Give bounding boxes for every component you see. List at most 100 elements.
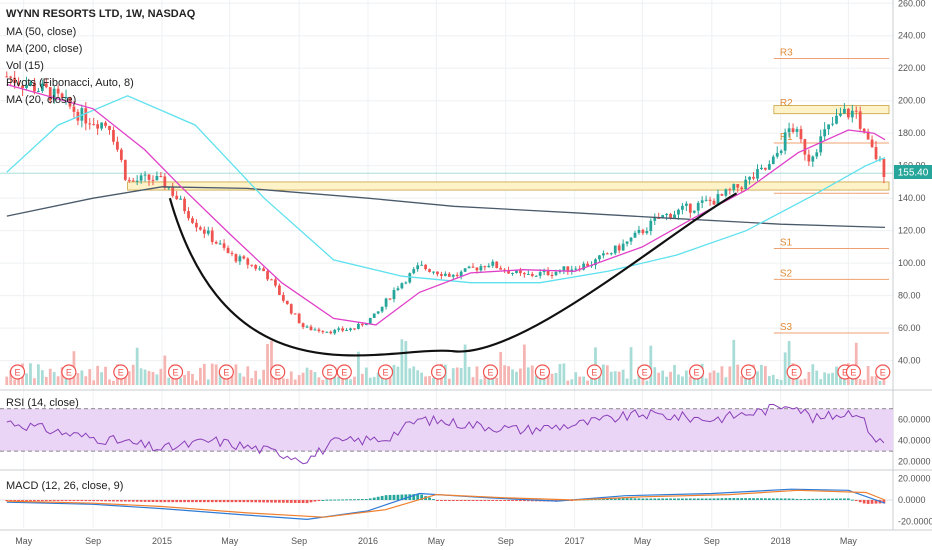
- candle-body: [831, 123, 834, 125]
- ma20-line: [6, 83, 886, 326]
- volume-bar: [52, 372, 56, 385]
- candle-body: [598, 255, 601, 260]
- macd-histogram-bar: [684, 498, 688, 500]
- volume-bar: [811, 364, 815, 385]
- macd-histogram-bar: [226, 500, 230, 503]
- macd-histogram-bar: [198, 500, 202, 503]
- macd-histogram-bar: [843, 498, 846, 500]
- candle-body: [321, 331, 325, 333]
- candle-body: [139, 175, 143, 181]
- candle-body: [436, 271, 439, 275]
- volume-bar: [119, 379, 123, 385]
- macd-histogram-bar: [412, 494, 416, 500]
- macd-histogram-bar: [281, 500, 285, 503]
- candle-body: [84, 108, 88, 124]
- macd-histogram-bar: [218, 500, 222, 503]
- macd-histogram-bar: [104, 500, 107, 502]
- volume-bar: [25, 373, 28, 385]
- candle-body: [463, 268, 467, 272]
- volume-bar: [511, 369, 514, 385]
- candle-body: [171, 187, 175, 196]
- macd-histogram-bar: [127, 500, 131, 502]
- volume-bar: [866, 366, 870, 385]
- candle-body: [376, 311, 380, 314]
- macd-histogram-bar: [206, 500, 210, 503]
- moving-averages: [6, 83, 886, 326]
- macd-histogram-bar: [799, 499, 803, 501]
- macd-histogram-bar: [357, 499, 360, 501]
- macd-histogram-bar: [740, 498, 744, 500]
- earnings-label: E: [436, 368, 442, 378]
- cup-annotation: [168, 192, 738, 357]
- candle-body: [40, 83, 44, 91]
- last-price-label: 155.40: [898, 168, 929, 179]
- macd-histogram-bar: [5, 500, 9, 502]
- macd-histogram-bar: [68, 500, 72, 502]
- macd-histogram-bar: [353, 499, 356, 501]
- candle-body: [522, 273, 526, 275]
- candle-body: [748, 176, 751, 180]
- macd-histogram-bar: [673, 498, 676, 500]
- volume-bar: [96, 365, 100, 385]
- candle-body: [791, 128, 795, 132]
- macd-histogram-bar: [179, 500, 183, 503]
- volume-bar: [210, 363, 214, 385]
- candle-body: [119, 149, 123, 160]
- candle-body: [617, 245, 621, 251]
- volume-bar: [206, 379, 210, 385]
- volume-bar: [507, 366, 510, 385]
- volume-bar: [799, 379, 803, 385]
- earnings-marker: [9, 364, 26, 380]
- candle-body: [404, 282, 408, 284]
- price-tick-label: 180.00: [898, 128, 926, 138]
- earnings-label: E: [850, 368, 856, 378]
- time-tick-label: 2017: [565, 536, 585, 546]
- price-tick-label: 120.00: [898, 226, 926, 236]
- macd-histogram-bar: [116, 500, 119, 502]
- macd-histogram-bar: [143, 500, 147, 502]
- rsi-title: RSI (14, close): [6, 397, 79, 409]
- macd-histogram-bar: [139, 500, 143, 502]
- macd-histogram-bar: [866, 500, 870, 504]
- candle-body: [447, 273, 451, 277]
- volume-bar: [163, 355, 167, 385]
- candle-body: [669, 214, 672, 219]
- volume-bar: [835, 366, 838, 385]
- volume-bar: [688, 376, 692, 385]
- candle-body: [416, 265, 420, 270]
- volume-bar: [100, 372, 103, 385]
- macd-histogram-bar: [728, 498, 732, 500]
- macd-histogram-bar: [167, 500, 171, 503]
- candle-body: [692, 210, 696, 213]
- candle-body: [752, 176, 755, 179]
- candle-body: [21, 85, 24, 88]
- volume-bar: [321, 379, 325, 385]
- volume-bar: [357, 351, 360, 385]
- candle-body: [740, 187, 744, 190]
- volume-bar: [353, 376, 356, 385]
- earnings-marker: [270, 364, 286, 380]
- macd-histogram-bar: [175, 500, 179, 503]
- volume-bar: [293, 379, 297, 385]
- macd-histogram-bar: [289, 500, 293, 503]
- time-tick-label: May: [221, 536, 239, 546]
- macd-histogram-bar: [250, 500, 254, 503]
- macd-histogram-bar: [748, 498, 751, 500]
- macd-histogram-bar: [230, 500, 234, 503]
- candle-body: [491, 261, 495, 266]
- macd-histogram-bar: [870, 500, 874, 504]
- macd-histogram-bar: [688, 498, 692, 500]
- candle-body: [455, 274, 459, 276]
- macd-histogram-bar: [815, 498, 819, 500]
- volume-bar: [673, 365, 676, 385]
- candle-body: [380, 306, 384, 312]
- candle-body: [562, 266, 566, 271]
- candle-body: [17, 83, 21, 86]
- earnings-label: E: [341, 368, 347, 378]
- macd-histogram-bar: [795, 498, 799, 500]
- candle-body: [234, 254, 238, 262]
- candle-body: [155, 176, 159, 181]
- candle-body: [850, 110, 854, 118]
- price-tick-label: 100.00: [898, 258, 926, 268]
